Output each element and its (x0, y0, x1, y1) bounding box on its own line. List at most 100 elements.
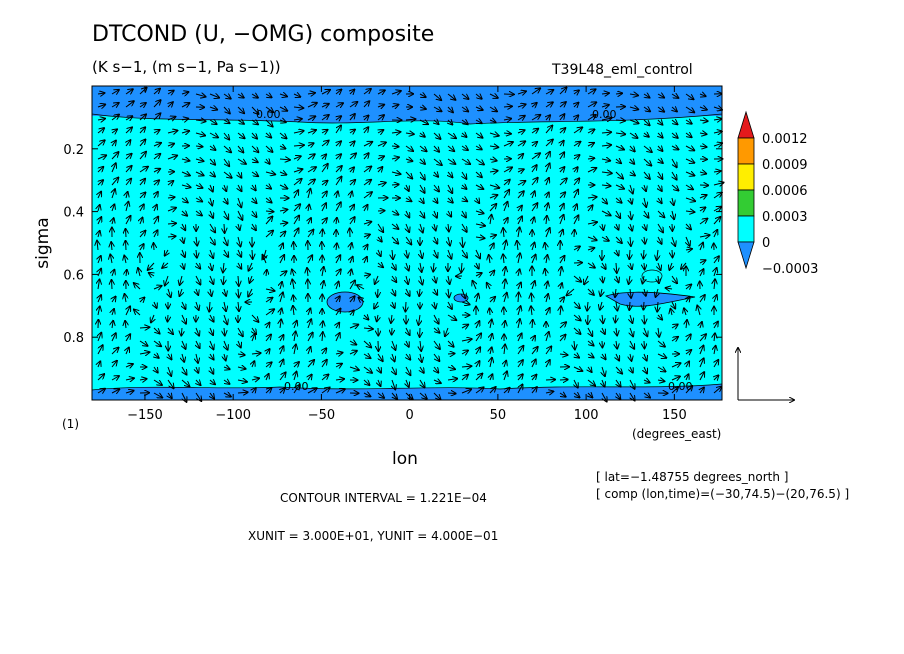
vector-arrow (666, 288, 673, 289)
vector-arrow (378, 366, 381, 373)
vector-arrow (489, 195, 497, 198)
vector-arrow (293, 169, 302, 172)
vector-arrow (686, 285, 691, 290)
vector-arrow (434, 275, 436, 283)
vector-arrow (630, 197, 632, 204)
vector-arrow (336, 141, 341, 146)
vector-arrow (545, 391, 553, 393)
vector-arrow (195, 94, 206, 97)
vector-arrow (601, 185, 611, 186)
vector-arrow (405, 133, 414, 134)
vector-arrow (587, 354, 594, 358)
vector-arrow (167, 236, 176, 237)
vector-arrow (518, 385, 523, 394)
vector-arrow (420, 198, 424, 203)
vector-arrow (490, 374, 492, 381)
vector-arrow (630, 327, 633, 336)
vector-arrow (420, 249, 422, 258)
vector-arrow (238, 236, 241, 246)
vector-arrow (265, 231, 273, 238)
vector-arrow (644, 340, 645, 348)
vector-arrow (153, 327, 160, 334)
vector-arrow (713, 217, 720, 225)
vector-arrow (420, 159, 425, 164)
vector-arrow (672, 301, 675, 309)
vector-arrow (308, 218, 311, 225)
vector-arrow (252, 223, 256, 230)
vector-arrow (447, 367, 455, 369)
vector-arrow (111, 376, 119, 380)
vector-arrow (112, 280, 113, 290)
vector-arrow (378, 130, 383, 133)
vector-arrow (392, 275, 396, 282)
vector-arrow (448, 210, 451, 217)
vector-arrow (98, 295, 101, 303)
vector-arrow (560, 167, 564, 172)
vector-arrow (223, 158, 229, 166)
vector-arrow (657, 210, 664, 217)
vector-arrow (657, 354, 666, 358)
vector-arrow (658, 262, 661, 270)
vector-arrow (266, 374, 269, 381)
vector-arrow (433, 107, 442, 111)
vector-arrow (448, 120, 452, 125)
vector-arrow (148, 262, 155, 270)
vector-arrow (545, 243, 546, 251)
vector-arrow (209, 107, 217, 110)
vector-arrow (224, 197, 228, 204)
vector-arrow (714, 322, 718, 329)
vector-arrow (573, 301, 580, 308)
vector-arrow (560, 128, 565, 133)
vector-arrow (210, 275, 213, 284)
y-tick-label: 0.6 (63, 268, 84, 283)
vector-arrow (475, 146, 482, 149)
vector-arrow (153, 89, 160, 95)
vector-arrow (434, 236, 437, 244)
vector-arrow (531, 153, 540, 160)
vector-arrow (714, 268, 717, 277)
vector-arrow (321, 104, 329, 107)
vector-arrow (224, 314, 227, 324)
vector-arrow (363, 222, 371, 224)
vector-arrow (461, 249, 467, 258)
vector-arrow (139, 114, 146, 121)
colorbar-label: 0.0006 (762, 184, 808, 199)
vector-arrow (419, 288, 420, 296)
vector-arrow (112, 270, 114, 277)
vector-arrow (447, 314, 456, 320)
vector-arrow (378, 237, 382, 242)
vector-arrow (125, 166, 132, 173)
vector-arrow (629, 132, 638, 138)
vector-arrow (545, 140, 553, 147)
vector-arrow (475, 158, 484, 165)
vector-arrow (503, 228, 504, 238)
vector-arrow (490, 308, 491, 316)
vector-arrow (489, 235, 496, 237)
vector-arrow (392, 379, 395, 389)
vector-arrow (671, 133, 678, 138)
vector-arrow (699, 120, 708, 121)
vector-arrow (672, 236, 675, 246)
vector-arrow (644, 133, 649, 137)
vector-arrow (294, 228, 299, 238)
vector-arrow (154, 205, 157, 212)
vector-arrow (182, 366, 187, 375)
vector-arrow (405, 159, 412, 161)
contour-label: 0.00 (284, 380, 309, 393)
vector-arrow (209, 223, 215, 232)
vector-arrow (195, 198, 202, 202)
vector-arrow (461, 339, 472, 341)
vector-arrow (363, 393, 370, 396)
vector-arrow (322, 360, 327, 368)
vector-arrow (504, 321, 505, 329)
vector-arrow (630, 314, 632, 323)
vector-arrow (307, 103, 317, 107)
vector-arrow (378, 167, 382, 172)
vector-arrow (97, 119, 105, 120)
vector-arrow (280, 293, 283, 303)
vector-arrow (713, 143, 722, 146)
vector-arrow (686, 374, 689, 381)
vector-arrow (587, 158, 594, 159)
vector-arrow (181, 172, 190, 176)
vector-arrow (210, 262, 212, 270)
